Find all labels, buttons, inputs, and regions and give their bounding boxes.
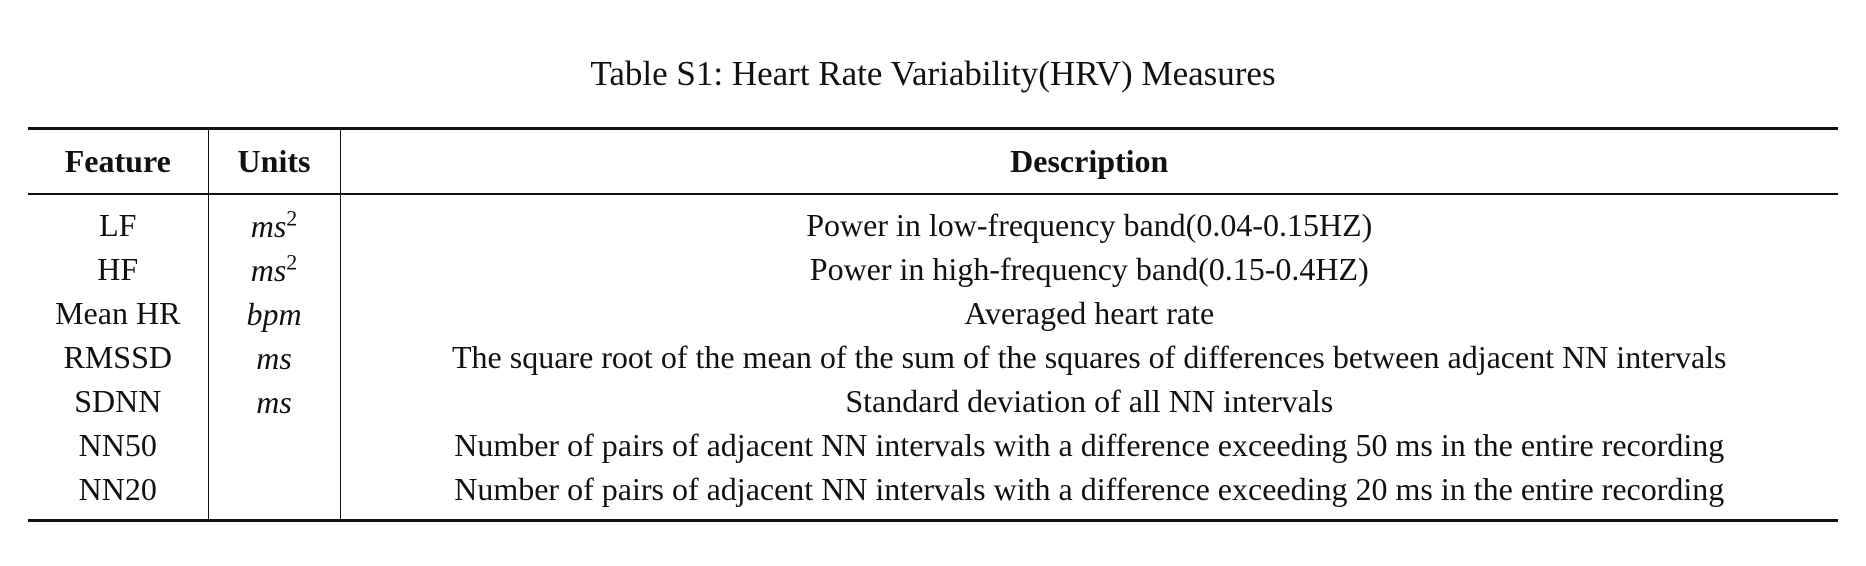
header-feature: Feature: [28, 128, 209, 194]
table-row: HF ms2 Power in high-frequency band(0.15…: [28, 247, 1838, 291]
unit-base: bpm: [246, 295, 302, 332]
units-cell: ms: [208, 379, 341, 423]
description-cell: Power in high-frequency band(0.15-0.4HZ): [809, 250, 1369, 287]
table-row: SDNN ms Standard deviation of all NN int…: [28, 379, 1838, 423]
description-cell: Number of pairs of adjacent NN intervals…: [454, 470, 1725, 507]
feature-cell: HF: [28, 247, 209, 291]
table-row: Mean HR bpm Averaged heart rate: [28, 291, 1838, 335]
feature-cell: RMSSD: [28, 335, 209, 379]
unit-base: ms: [256, 383, 292, 420]
header-row: Feature Units Description: [28, 128, 1838, 194]
units-cell: ms: [208, 335, 341, 379]
unit-exponent: 2: [286, 205, 298, 231]
hrv-measures-table: Feature Units Description LF ms2 Power i…: [28, 127, 1838, 522]
units-cell: [208, 467, 341, 521]
units-cell: ms2: [208, 194, 341, 247]
feature-cell: SDNN: [28, 379, 209, 423]
description-cell: Power in low-frequency band(0.04-0.15HZ): [806, 206, 1373, 243]
description-cell: Standard deviation of all NN intervals: [845, 382, 1334, 419]
header-units: Units: [208, 128, 341, 194]
table-row: NN20 Number of pairs of adjacent NN inte…: [28, 467, 1838, 521]
header-description: Description: [1010, 143, 1169, 179]
description-cell: Number of pairs of adjacent NN intervals…: [454, 426, 1725, 463]
units-cell: ms2: [208, 247, 341, 291]
table-row: LF ms2 Power in low-frequency band(0.04-…: [28, 194, 1838, 247]
unit-exponent: 2: [286, 249, 298, 275]
units-cell: [208, 423, 341, 467]
unit-base: ms: [250, 251, 287, 288]
feature-cell: NN50: [28, 423, 209, 467]
table-row: NN50 Number of pairs of adjacent NN inte…: [28, 423, 1838, 467]
description-cell: The square root of the mean of the sum o…: [452, 338, 1727, 375]
description-cell: Averaged heart rate: [964, 294, 1215, 331]
unit-base: ms: [256, 339, 292, 376]
units-cell: bpm: [208, 291, 341, 335]
table-caption: Table S1: Heart Rate Variability(HRV) Me…: [590, 54, 1276, 93]
feature-cell: NN20: [28, 467, 209, 521]
feature-cell: LF: [28, 194, 209, 247]
table-row: RMSSD ms The square root of the mean of …: [28, 335, 1838, 379]
feature-cell: Mean HR: [28, 291, 209, 335]
unit-base: ms: [250, 207, 287, 244]
